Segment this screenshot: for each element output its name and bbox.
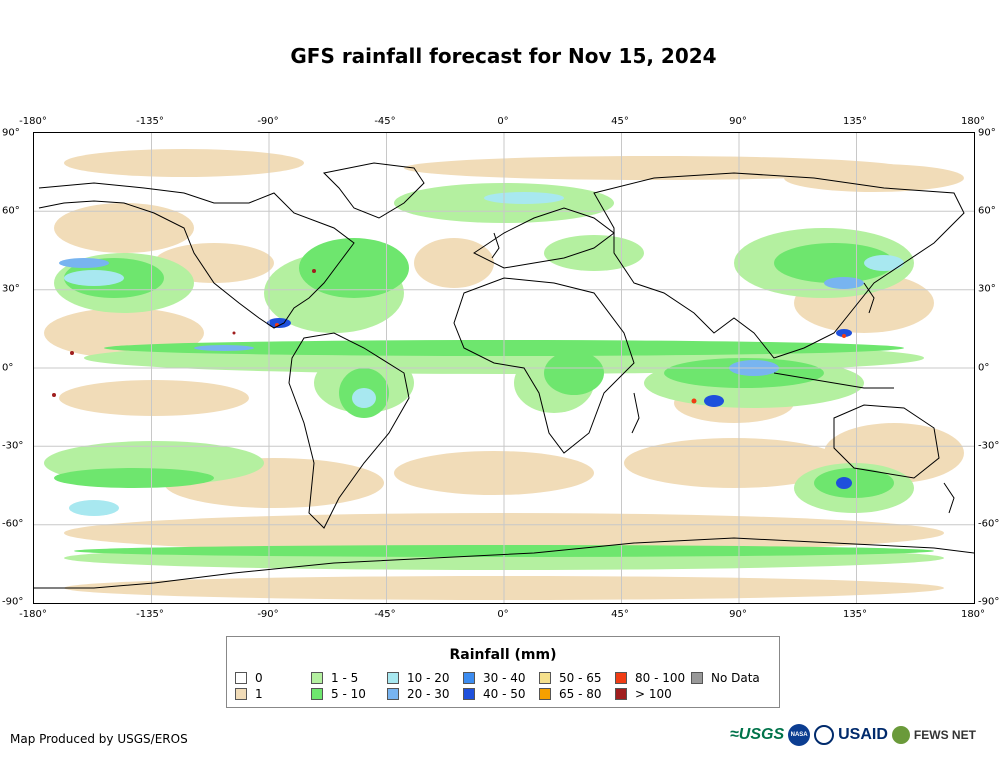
lon-tick-top: 180° <box>960 116 986 127</box>
legend-item-7: 40 - 50 <box>463 687 526 701</box>
lon-tick-top: 90° <box>729 116 747 127</box>
lat-tick-right: 60° <box>978 205 996 217</box>
lon-tick-top: -180° <box>19 116 47 127</box>
legend-label: 65 - 80 <box>559 687 602 701</box>
legend-item-0: 0 <box>235 671 263 685</box>
legend-label: 20 - 30 <box>407 687 450 701</box>
lon-tick-top: -135° <box>136 116 164 127</box>
lat-tick-left: 0° <box>2 362 14 374</box>
legend-item-6: 30 - 40 <box>463 671 526 685</box>
legend-swatch <box>615 688 627 700</box>
lon-tick-bottom: 90° <box>729 609 747 620</box>
legend-swatch <box>235 688 247 700</box>
legend-item-9: 65 - 80 <box>539 687 602 701</box>
legend-item-5: 20 - 30 <box>387 687 450 701</box>
lat-tick-left: -60° <box>2 518 24 530</box>
legend-item-1: 1 <box>235 687 263 701</box>
lon-tick-bottom: -45° <box>374 609 396 620</box>
lon-tick-top: 135° <box>842 116 868 127</box>
lat-tick-right: -60° <box>978 518 1000 530</box>
coastlines <box>34 162 974 589</box>
legend-swatch <box>235 672 247 684</box>
legend-label: 5 - 10 <box>331 687 366 701</box>
lon-tick-bottom: -180° <box>19 609 47 620</box>
map-title: GFS rainfall forecast for Nov 15, 2024 <box>290 44 717 68</box>
lat-tick-right: 0° <box>978 362 990 374</box>
legend-label: 30 - 40 <box>483 671 526 685</box>
lon-tick-bottom: -135° <box>136 609 164 620</box>
legend-item-4: 10 - 20 <box>387 671 450 685</box>
lat-tick-right: 90° <box>978 127 996 139</box>
legend-swatch <box>311 688 323 700</box>
legend-item-11: > 100 <box>615 687 672 701</box>
fews-net-logo: FEWS NET <box>913 728 976 742</box>
lat-tick-left: -90° <box>2 596 24 608</box>
legend-item-2: 1 - 5 <box>311 671 358 685</box>
lon-tick-top: 45° <box>611 116 629 127</box>
partner-logos: ≈USGS NASA USAID FEWS NET <box>730 724 976 746</box>
lat-tick-left: -30° <box>2 440 24 452</box>
legend-swatch <box>615 672 627 684</box>
lon-tick-bottom: 135° <box>842 609 868 620</box>
legend-item-10: 80 - 100 <box>615 671 685 685</box>
lat-tick-left: 60° <box>2 205 20 217</box>
legend-item-8: 50 - 65 <box>539 671 602 685</box>
lon-tick-top: -90° <box>257 116 279 127</box>
lon-tick-top: 0° <box>497 116 509 127</box>
legend-label: 80 - 100 <box>635 671 686 685</box>
legend-item-3: 5 - 10 <box>311 687 366 701</box>
map-credit: Map Produced by USGS/EROS <box>10 732 188 746</box>
usgs-logo: ≈USGS <box>730 726 785 743</box>
legend-swatch <box>539 672 551 684</box>
lon-tick-bottom: 180° <box>960 609 986 620</box>
graticule <box>34 133 974 603</box>
legend-swatch <box>311 672 323 684</box>
rainfall-map-svg <box>34 133 974 603</box>
usaid-seal-icon <box>814 725 835 745</box>
legend-label: > 100 <box>635 687 672 701</box>
legend-swatch <box>539 688 551 700</box>
legend-label: 40 - 50 <box>483 687 526 701</box>
legend-label: 1 <box>255 687 263 701</box>
lon-tick-top: -45° <box>374 116 396 127</box>
legend-label: 10 - 20 <box>407 671 450 685</box>
legend-label: 0 <box>255 671 263 685</box>
lat-tick-right: 30° <box>978 283 996 295</box>
rainfall-legend: Rainfall (mm) 0 1 1 - 5 5 - 10 10 - 20 2… <box>226 636 780 708</box>
rainfall-map[interactable] <box>33 132 975 604</box>
legend-swatch <box>463 672 475 684</box>
lon-tick-bottom: 0° <box>497 609 509 620</box>
legend-swatch <box>387 688 399 700</box>
lat-tick-right: -90° <box>978 596 1000 608</box>
lon-tick-bottom: 45° <box>611 609 629 620</box>
usaid-logo: USAID <box>838 726 888 743</box>
legend-swatch <box>691 672 703 684</box>
lat-tick-left: 90° <box>2 127 20 139</box>
lat-tick-right: -30° <box>978 440 1000 452</box>
legend-swatch <box>463 688 475 700</box>
lat-tick-left: 30° <box>2 283 20 295</box>
legend-item-12: No Data <box>691 671 760 685</box>
legend-title: Rainfall (mm) <box>449 647 557 663</box>
lon-tick-bottom: -90° <box>257 609 279 620</box>
legend-label: 50 - 65 <box>559 671 602 685</box>
fews-net-icon <box>891 726 910 744</box>
nasa-logo: NASA <box>788 724 811 746</box>
legend-label: No Data <box>711 671 760 685</box>
legend-swatch <box>387 672 399 684</box>
legend-label: 1 - 5 <box>331 671 359 685</box>
